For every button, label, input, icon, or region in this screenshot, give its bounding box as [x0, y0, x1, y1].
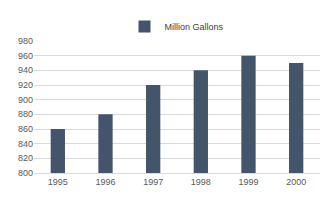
svg-text:920: 920	[18, 80, 33, 90]
svg-text:Million Gallons: Million Gallons	[165, 22, 224, 32]
svg-text:1995: 1995	[48, 177, 68, 187]
svg-text:840: 840	[18, 139, 33, 149]
svg-text:940: 940	[18, 65, 33, 75]
svg-text:800: 800	[18, 168, 33, 178]
svg-text:1999: 1999	[238, 177, 258, 187]
svg-text:1997: 1997	[143, 177, 163, 187]
svg-text:900: 900	[18, 95, 33, 105]
svg-text:980: 980	[18, 36, 33, 46]
svg-text:880: 880	[18, 109, 33, 119]
svg-text:860: 860	[18, 124, 33, 134]
svg-text:960: 960	[18, 51, 33, 61]
svg-text:820: 820	[18, 153, 33, 163]
svg-text:2000: 2000	[286, 177, 306, 187]
svg-text:1998: 1998	[191, 177, 211, 187]
svg-text:1996: 1996	[95, 177, 115, 187]
